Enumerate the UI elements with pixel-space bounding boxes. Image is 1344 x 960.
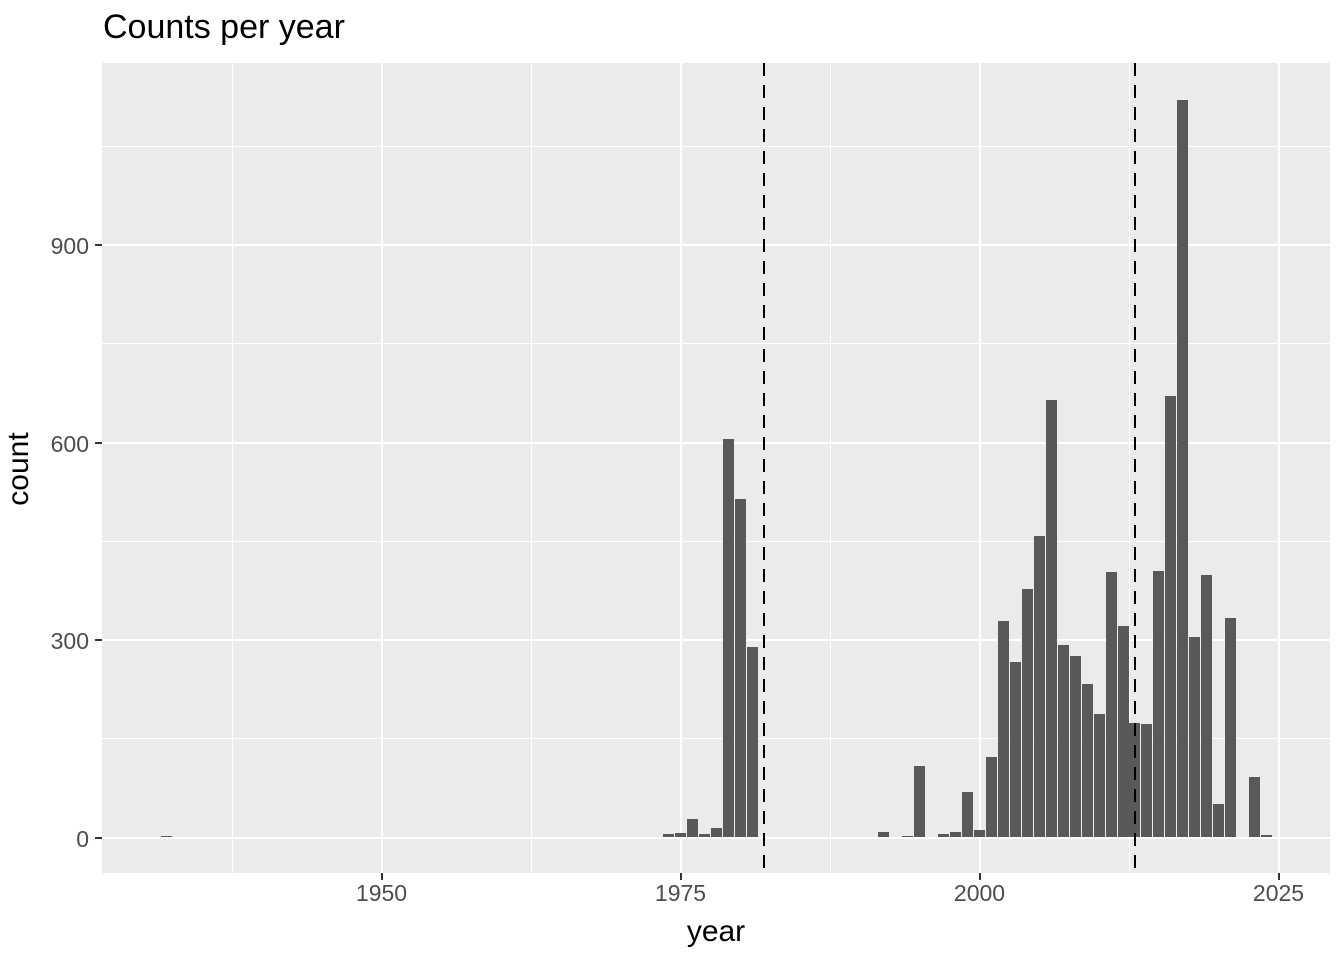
histogram-bar — [997, 620, 1009, 838]
x-tick-mark — [380, 873, 383, 880]
x-major-gridline — [679, 63, 682, 873]
histogram-bar — [1033, 535, 1045, 838]
y-tick-label: 0 — [76, 825, 89, 852]
histogram-bar — [1165, 396, 1177, 838]
histogram-bar — [950, 832, 962, 838]
histogram-bar — [1021, 588, 1033, 838]
histogram-bar — [962, 792, 974, 838]
reference-vline — [1133, 63, 1137, 873]
histogram-bar — [1057, 644, 1069, 838]
x-tick-mark — [679, 873, 682, 880]
x-tick-label: 2000 — [953, 880, 1006, 906]
histogram-bar — [160, 835, 172, 838]
y-tick-mark — [95, 639, 102, 641]
histogram-bar — [686, 819, 698, 838]
histogram-bar — [1249, 776, 1261, 838]
y-minor-gridline — [102, 540, 1330, 542]
histogram-bar — [1093, 713, 1105, 838]
histogram-bar — [1009, 662, 1021, 838]
histogram-bar — [914, 765, 926, 838]
x-major-gridline — [1277, 63, 1280, 873]
y-minor-gridline — [102, 343, 1330, 345]
histogram-bar — [1201, 574, 1213, 838]
x-minor-gridline — [530, 63, 532, 873]
x-tick-mark — [978, 873, 981, 880]
y-axis-title: count — [2, 432, 35, 506]
histogram-bar — [878, 831, 890, 838]
y-minor-gridline — [102, 145, 1330, 147]
reference-vline — [762, 63, 766, 873]
histogram-bar — [902, 836, 914, 838]
histogram-bar — [675, 832, 686, 838]
y-tick-label: 900 — [50, 233, 89, 259]
y-major-gridline — [102, 244, 1330, 246]
histogram-bar — [1261, 834, 1273, 838]
histogram-bar — [1141, 723, 1153, 838]
histogram-bar — [938, 834, 950, 838]
histogram-bar — [734, 499, 746, 838]
histogram-bar — [1069, 655, 1081, 838]
histogram-bar — [1213, 803, 1225, 838]
x-axis-title: year — [686, 915, 746, 948]
y-tick-mark — [95, 244, 102, 246]
x-tick-label: 1950 — [355, 880, 408, 906]
x-major-gridline — [380, 63, 383, 873]
y-major-gridline — [102, 441, 1330, 444]
histogram-bar — [1153, 570, 1165, 838]
x-major-gridline — [978, 63, 981, 873]
histogram-bar — [746, 646, 758, 838]
x-minor-gridline — [829, 63, 831, 873]
histogram-bar — [1177, 100, 1189, 838]
histogram-bar — [663, 834, 675, 838]
chart-panel — [102, 63, 1330, 873]
histogram-bar — [1081, 684, 1093, 838]
histogram-bar — [722, 439, 734, 838]
histogram-bar — [1225, 618, 1237, 838]
x-minor-gridline — [231, 63, 233, 873]
y-major-gridline — [102, 639, 1330, 641]
histogram-bar — [1105, 571, 1117, 838]
x-tick-mark — [1277, 873, 1280, 880]
y-major-gridline — [102, 836, 1330, 839]
y-minor-gridline — [102, 738, 1330, 740]
histogram-bar — [974, 830, 985, 838]
histogram-bar — [698, 834, 710, 838]
chart-title: Counts per year — [103, 8, 345, 46]
x-tick-label: 1975 — [654, 880, 707, 906]
histogram-bar — [985, 756, 997, 838]
y-tick-label: 600 — [50, 430, 89, 457]
histogram-bar — [710, 827, 722, 838]
y-tick-label: 300 — [50, 628, 89, 654]
x-tick-label: 2025 — [1252, 880, 1305, 906]
x-minor-gridline — [1128, 63, 1130, 873]
histogram-bar — [1045, 399, 1057, 838]
y-tick-mark — [95, 441, 102, 444]
histogram-bar — [1189, 637, 1201, 838]
histogram-bar — [1117, 625, 1129, 838]
y-tick-mark — [95, 836, 102, 839]
